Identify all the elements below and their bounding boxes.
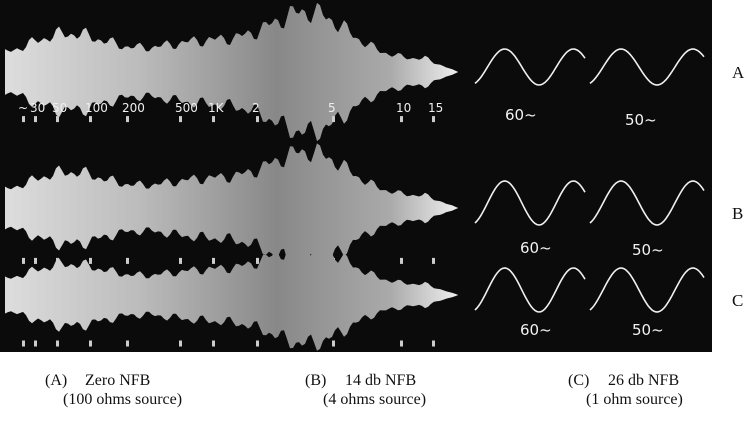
- row-label: C: [732, 291, 743, 310]
- frequency-pip: [332, 340, 335, 347]
- frequency-marker: 5: [328, 101, 336, 115]
- trace-label: 50~: [632, 321, 664, 339]
- frequency-pip: [89, 116, 92, 123]
- signal-envelope: [5, 239, 458, 351]
- frequency-pip: [56, 340, 59, 347]
- signal-envelope: [5, 2, 458, 142]
- trace-label: 60~: [520, 239, 552, 257]
- frequency-pip: [22, 340, 25, 347]
- frequency-marker: 30: [30, 101, 45, 115]
- caption-title: Zero NFB: [85, 372, 150, 389]
- frequency-pip: [34, 257, 37, 264]
- frequency-marker: 200: [122, 101, 145, 115]
- frequency-pip: [34, 116, 37, 123]
- frequency-pip: [126, 257, 129, 264]
- frequency-pip: [22, 116, 25, 123]
- frequency-pip: [89, 340, 92, 347]
- row-label: A: [732, 63, 745, 82]
- waveform-trace: [474, 267, 586, 313]
- frequency-marker: 50: [52, 101, 67, 115]
- caption-note: (100 ohms source): [63, 391, 182, 408]
- signal-envelope: [5, 143, 458, 273]
- waveform-trace: [589, 48, 705, 86]
- frequency-pip: [432, 116, 435, 123]
- frequency-marker: 1K: [208, 101, 225, 115]
- frequency-pip: [126, 116, 129, 123]
- waveform-trace: [589, 267, 705, 313]
- waveform-trace: [474, 180, 586, 226]
- row-label: B: [732, 204, 743, 223]
- frequency-marker: 15: [428, 101, 443, 115]
- frequency-pip: [432, 257, 435, 264]
- caption-key: (C): [568, 372, 589, 389]
- caption-title: 26 db NFB: [608, 372, 679, 389]
- waveform-trace: [474, 48, 586, 86]
- frequency-pip: [432, 340, 435, 347]
- frequency-pip: [256, 116, 259, 123]
- frequency-pip: [179, 340, 182, 347]
- frequency-pip: [332, 116, 335, 123]
- trace-label: 50~: [625, 111, 657, 129]
- frequency-pip: [256, 257, 259, 264]
- frequency-pip: [126, 340, 129, 347]
- frequency-pip: [56, 116, 59, 123]
- caption-note: (1 ohm source): [586, 391, 683, 408]
- frequency-pip: [400, 340, 403, 347]
- frequency-pip: [22, 257, 25, 264]
- caption-key: (A): [45, 372, 67, 389]
- caption-title: 14 db NFB: [345, 372, 416, 389]
- trace-label: 50~: [632, 241, 664, 259]
- frequency-pip: [212, 340, 215, 347]
- caption-note: (4 ohms source): [323, 391, 426, 408]
- frequency-marker: 2: [252, 101, 260, 115]
- frequency-pip: [179, 257, 182, 264]
- frequency-pip: [212, 116, 215, 123]
- frequency-pip: [256, 340, 259, 347]
- trace-label: 60~: [505, 106, 537, 124]
- frequency-pip: [400, 257, 403, 264]
- frequency-pip: [212, 257, 215, 264]
- frequency-marker: 500: [175, 101, 198, 115]
- trace-label: 60~: [520, 321, 552, 339]
- frequency-pip: [34, 340, 37, 347]
- frequency-marker: ~: [18, 101, 28, 115]
- frequency-pip: [400, 116, 403, 123]
- caption-key: (B): [305, 372, 326, 389]
- frequency-marker: 100: [85, 101, 108, 115]
- waveform-trace: [589, 180, 705, 226]
- frequency-pip: [179, 116, 182, 123]
- frequency-marker: 10: [396, 101, 411, 115]
- frequency-pip: [89, 257, 92, 264]
